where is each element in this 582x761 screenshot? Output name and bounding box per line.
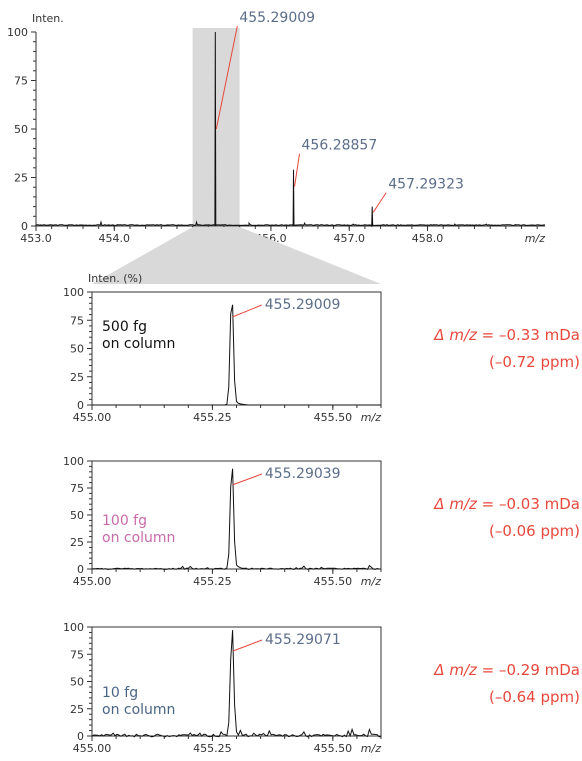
zoom-100fg-x-axis-label: m/z xyxy=(361,575,381,588)
zoom-500fg-delta-ppm: (–0.72 ppm) xyxy=(489,353,580,371)
zoom-100fg-x-tick-label: 455.00 xyxy=(73,575,112,588)
overview-peak-label: 455.29009 xyxy=(239,10,315,26)
zoom-100fg-delta-value: = –0.03 mDa xyxy=(482,495,580,513)
overview-x-tick-label: 457.0 xyxy=(333,232,365,245)
zoom-500fg-peak-leader xyxy=(232,304,262,318)
zoom-500fg-x-tick-label: 455.00 xyxy=(73,411,112,424)
overview-peak-leader xyxy=(215,25,238,130)
zoom-10fg-delta-ppm: (–0.64 ppm) xyxy=(489,688,580,706)
overview-y-tick-label: 25 xyxy=(14,172,28,185)
zoom-10fg-x-tick-label: 455.50 xyxy=(314,742,353,755)
zoom-500fg-delta-mz: Δ m/z = –0.33 mDa xyxy=(433,326,580,344)
zoom-10fg-x-tick-label: 455.25 xyxy=(193,742,232,755)
zoom-100fg-delta-ppm: (–0.06 ppm) xyxy=(489,522,580,540)
zoom-500fg-delta-value: = –0.33 mDa xyxy=(482,326,580,344)
zoom-500fg-spectrum-line xyxy=(92,304,381,406)
overview-y-tick-label: 100 xyxy=(7,26,28,39)
zoom-10fg-delta-mz: Δ m/z = –0.29 mDa xyxy=(433,661,580,679)
zoom-500fg-plot-frame xyxy=(91,291,382,406)
zoom-10fg-y-tick-label: 50 xyxy=(70,676,84,689)
zoom-100fg-sample-label: 100 fg xyxy=(102,513,147,529)
zoom-10fg-sample-label: on column xyxy=(102,702,175,718)
overview-peak-label: 457.29323 xyxy=(388,177,464,193)
zoom-10fg-peak-leader xyxy=(232,639,263,652)
overview-y-tick-label: 75 xyxy=(14,75,28,88)
overview-peak-label: 456.28857 xyxy=(302,138,378,154)
zoom-100fg-y-tick-label: 75 xyxy=(70,482,84,495)
zoom-100fg-spectrum-line xyxy=(91,468,381,570)
zoom-500fg-y-tick-label: 100 xyxy=(63,286,84,299)
overview-y-tick-label: 50 xyxy=(14,123,28,136)
zoom-10fg-sample-label: 10 fg xyxy=(102,685,138,701)
zoom-100fg-peak-leader xyxy=(232,473,263,486)
zoom-10fg-delta-value: = –0.29 mDa xyxy=(482,661,580,679)
zoom-500fg-y-axis-label: Inten. (%) xyxy=(88,272,142,285)
zoom-100fg-delta-symbol: Δ m/z xyxy=(433,495,481,513)
overview-peak-leader xyxy=(372,192,387,213)
zoom-500fg-delta-symbol: Δ m/z xyxy=(433,326,481,344)
zoom-100fg-y-tick-label: 25 xyxy=(70,536,84,549)
zoom-100fg-x-tick-label: 455.50 xyxy=(314,575,353,588)
zoom-10fg-peak-label: 455.29071 xyxy=(265,632,341,648)
zoom-500fg-y-tick-label: 75 xyxy=(70,314,84,327)
zoom-100fg-sample-label: on column xyxy=(102,530,175,546)
zoom-500fg-peak-label: 455.29009 xyxy=(265,297,341,313)
zoom-10fg-y-tick-label: 25 xyxy=(70,703,84,716)
zoom-500fg-x-axis-label: m/z xyxy=(361,411,381,424)
zoom-10fg-spectrum-line xyxy=(91,630,382,738)
overview-x-tick-label: 453.0 xyxy=(20,232,52,245)
overview-x-tick-label: 454.0 xyxy=(99,232,131,245)
zoom-funnel xyxy=(92,227,381,284)
zoom-500fg-sample-label: on column xyxy=(102,336,175,352)
zoom-10fg-plot-frame xyxy=(91,626,382,737)
zoom-10fg-y-tick-label: 75 xyxy=(70,648,84,661)
overview-y-tick-label: 0 xyxy=(21,220,28,233)
zoom-500fg-y-tick-label: 25 xyxy=(70,371,84,384)
zoom-500fg-y-tick-label: 0 xyxy=(77,399,84,412)
overview-y-axis-label: Inten. xyxy=(32,12,64,25)
zoom-100fg-peak-label: 455.29039 xyxy=(265,466,341,482)
zoom-10fg-y-tick-label: 0 xyxy=(77,730,84,743)
overview-spectrum-line xyxy=(35,31,546,228)
zoom-100fg-delta-mz: Δ m/z = –0.03 mDa xyxy=(433,495,580,513)
zoom-10fg-x-tick-label: 455.00 xyxy=(73,742,112,755)
zoom-10fg-delta-symbol: Δ m/z xyxy=(433,661,481,679)
zoom-100fg-x-tick-label: 455.25 xyxy=(193,575,232,588)
overview-x-axis-label: m/z xyxy=(525,232,545,245)
zoom-500fg-x-tick-label: 455.50 xyxy=(314,411,353,424)
zoom-500fg-y-tick-label: 50 xyxy=(70,343,84,356)
zoom-500fg-sample-label: 500 fg xyxy=(102,319,147,335)
zoom-100fg-y-tick-label: 0 xyxy=(77,563,84,576)
overview-x-tick-label: 458.0 xyxy=(412,232,444,245)
zoom-10fg-x-axis-label: m/z xyxy=(361,742,381,755)
zoom-500fg-x-tick-label: 455.25 xyxy=(193,411,232,424)
overview-peak-leader xyxy=(294,153,301,187)
zoom-10fg-y-tick-label: 100 xyxy=(63,621,84,634)
zoom-100fg-y-tick-label: 50 xyxy=(70,509,84,522)
zoom-100fg-y-tick-label: 100 xyxy=(63,455,84,468)
